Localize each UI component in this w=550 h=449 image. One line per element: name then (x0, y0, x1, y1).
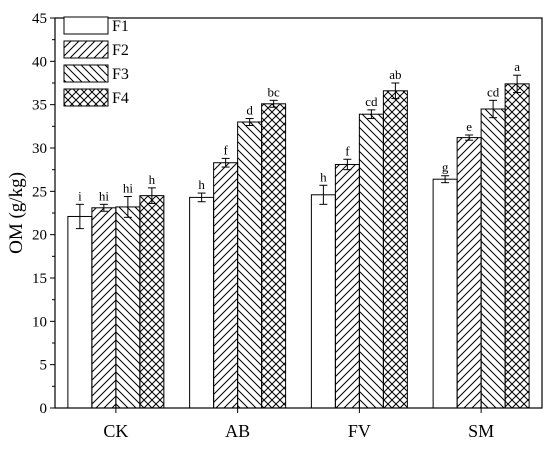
legend-item-f2: F2 (63, 40, 129, 59)
significance-letter-f1-sm: g (442, 160, 449, 175)
error-bar-f4-sm (513, 74, 522, 94)
x-tick-label-sm: SM (468, 421, 494, 441)
y-axis-title: OM (g/kg) (6, 172, 27, 254)
significance-letter-f2-fv: f (345, 143, 350, 158)
y-tick-label: 40 (32, 54, 47, 70)
legend-swatch (63, 64, 109, 83)
y-tick-label: 35 (32, 98, 47, 114)
x-tick-label-ck: CK (103, 421, 128, 441)
bar-f3-ab (237, 121, 263, 409)
bar-f4-fv (382, 90, 408, 409)
legend-label: F3 (112, 66, 129, 83)
bar-f1-ab (189, 196, 215, 409)
error-bar-f4-ab (269, 99, 278, 108)
y-tick-label: 10 (32, 314, 47, 330)
significance-letter-f2-sm: e (466, 119, 472, 134)
y-tick-label: 0 (40, 401, 48, 417)
significance-letter-f3-sm: cd (487, 84, 500, 99)
bar-f2-ab (213, 162, 239, 409)
significance-letter-f1-fv: h (320, 169, 327, 184)
significance-letter-f4-sm: a (514, 59, 520, 74)
error-bar-f2-sm (465, 134, 474, 141)
bar-f2-ck (91, 207, 117, 409)
bar-f4-ck (139, 195, 165, 409)
bar-f4-sm (504, 83, 530, 409)
legend-item-f4: F4 (63, 88, 129, 107)
y-tick-label: 20 (32, 228, 47, 244)
bar-f3-ck (115, 206, 141, 409)
significance-letter-f3-ck: hi (123, 181, 134, 196)
y-tick-label: 15 (32, 271, 47, 287)
y-tick-label: 30 (32, 141, 47, 157)
significance-letter-f2-ab: f (223, 142, 228, 157)
legend-item-f3: F3 (63, 64, 129, 83)
significance-letter-f4-fv: ab (389, 67, 401, 82)
x-tick-label-fv: FV (348, 421, 371, 441)
error-bar-f1-ck (75, 203, 84, 230)
error-bar-f2-fv (343, 158, 352, 171)
legend-label: F2 (112, 42, 129, 59)
significance-letter-f3-ab: d (246, 103, 253, 118)
error-bar-f2-ck (99, 203, 108, 212)
y-axis-ticks: 0 5 10 15 20 25 30 35 40 45 (32, 11, 55, 417)
bar-f2-sm (456, 137, 482, 409)
bars-layer (67, 83, 530, 409)
error-bar-f1-sm (441, 175, 450, 184)
error-bar-f2-ab (221, 157, 230, 168)
significance-letter-f1-ab: h (198, 177, 205, 192)
bar-f1-ck (67, 215, 93, 409)
error-bar-f1-fv (319, 184, 328, 205)
significance-letter-f3-fv: cd (365, 94, 378, 109)
significance-letter-f2-ck: hi (99, 188, 110, 203)
error-bar-f1-ab (197, 192, 206, 203)
legend-swatch (63, 88, 109, 107)
error-bar-f3-ck (123, 196, 132, 218)
bar-f3-fv (358, 113, 384, 409)
y-tick-label: 45 (32, 11, 47, 27)
x-axis-ticks: CK AB FV SM (103, 408, 494, 441)
legend-swatch (63, 16, 109, 35)
y-tick-label: 25 (32, 184, 47, 200)
bar-f1-fv (310, 194, 336, 409)
error-bar-f4-ck (147, 187, 156, 204)
bar-f3-sm (480, 108, 506, 409)
error-bar-f3-ab (245, 118, 254, 126)
x-tick-label-ab: AB (225, 421, 250, 441)
bar-f2-fv (334, 163, 360, 409)
error-bar-f3-sm (489, 99, 498, 119)
error-bar-f3-fv (367, 109, 376, 120)
error-bar-f4-fv (391, 82, 400, 100)
legend-item-f1: F1 (63, 16, 129, 35)
significance-letter-f4-ab: bc (267, 84, 280, 99)
significance-letter-f1-ck: i (78, 188, 82, 203)
legend-label: F4 (112, 90, 129, 107)
legend-swatch (63, 40, 109, 59)
legend: F1 F2 F3 F4 (63, 16, 129, 107)
error-bars-layer (75, 74, 522, 230)
bar-f1-sm (432, 178, 458, 409)
legend-label: F1 (112, 18, 129, 35)
bar-f4-ab (261, 103, 287, 409)
significance-letter-f4-ck: h (149, 172, 156, 187)
y-tick-label: 5 (40, 358, 48, 374)
